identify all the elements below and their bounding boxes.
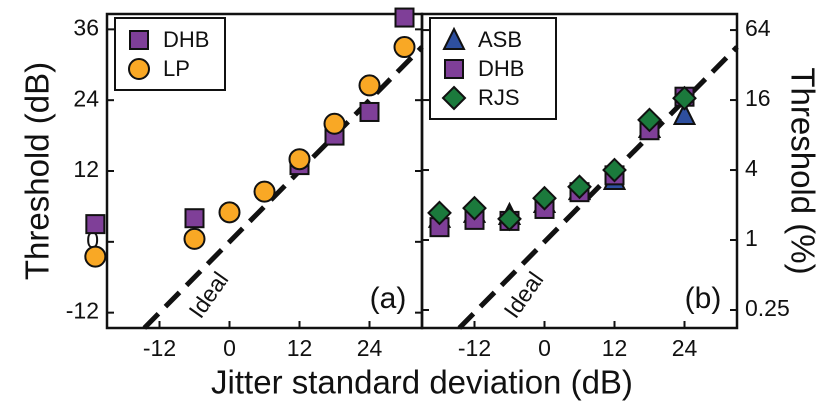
legend-label: RJS [478, 85, 520, 110]
marker [323, 112, 346, 135]
marker [184, 208, 205, 229]
marker [393, 36, 416, 59]
legend-marker [441, 85, 467, 111]
x-tick-label: 24 [672, 335, 698, 361]
y-tick-label: 24 [73, 85, 99, 111]
y-axis-label: Threshold (dB) [19, 62, 56, 280]
marker [602, 157, 627, 183]
marker [85, 214, 106, 235]
marker [637, 107, 662, 133]
ideal-line [142, 45, 424, 330]
x-tick-label: -12 [458, 335, 491, 361]
y2-axis-label: Threshold (%) [784, 67, 817, 274]
x-tick-label: 0 [223, 335, 236, 361]
y-tick-label: 12 [73, 156, 99, 182]
marker [358, 74, 381, 97]
x-tick-label: -12 [143, 335, 176, 361]
legend-marker [444, 59, 464, 79]
marker [183, 227, 206, 250]
x-tick-label: 0 [538, 335, 551, 361]
y2-tick-label: 4 [745, 155, 758, 181]
x-tick-label: 12 [602, 335, 628, 361]
marker [532, 185, 557, 211]
y-tick-label: 36 [73, 14, 99, 40]
x-tick-label: 24 [357, 335, 383, 361]
y2-tick-label: 1 [745, 225, 758, 251]
marker [672, 101, 697, 125]
ideal-label: Ideal [183, 267, 233, 323]
marker [462, 195, 487, 221]
legend-label: LP [163, 56, 190, 81]
legend-marker [129, 30, 149, 50]
y2-tick-label: 16 [745, 85, 771, 111]
y2-tick-label: 64 [745, 15, 771, 41]
legend-label: ASB [478, 27, 522, 52]
panel-label: (b) [685, 282, 722, 315]
y-tick-label: -12 [66, 298, 99, 324]
marker [567, 174, 592, 200]
marker [497, 206, 522, 232]
legend-marker [442, 26, 466, 50]
marker [84, 245, 107, 268]
y2-tick-label: 0.25 [745, 295, 790, 321]
legend-marker [128, 58, 150, 80]
marker [253, 180, 276, 203]
x-tick-label: 12 [287, 335, 313, 361]
x-axis-label: Jitter standard deviation (dB) [211, 364, 633, 401]
ideal-label: Ideal [498, 267, 548, 323]
marker [394, 7, 415, 28]
panel-label: (a) [370, 282, 407, 315]
marker [427, 200, 452, 226]
legend-label: DHB [478, 56, 524, 81]
ideal-line [457, 45, 739, 330]
legend-label: DHB [163, 27, 209, 52]
marker [359, 101, 380, 122]
marker [218, 201, 241, 224]
marker [288, 148, 311, 171]
marker [672, 85, 697, 111]
